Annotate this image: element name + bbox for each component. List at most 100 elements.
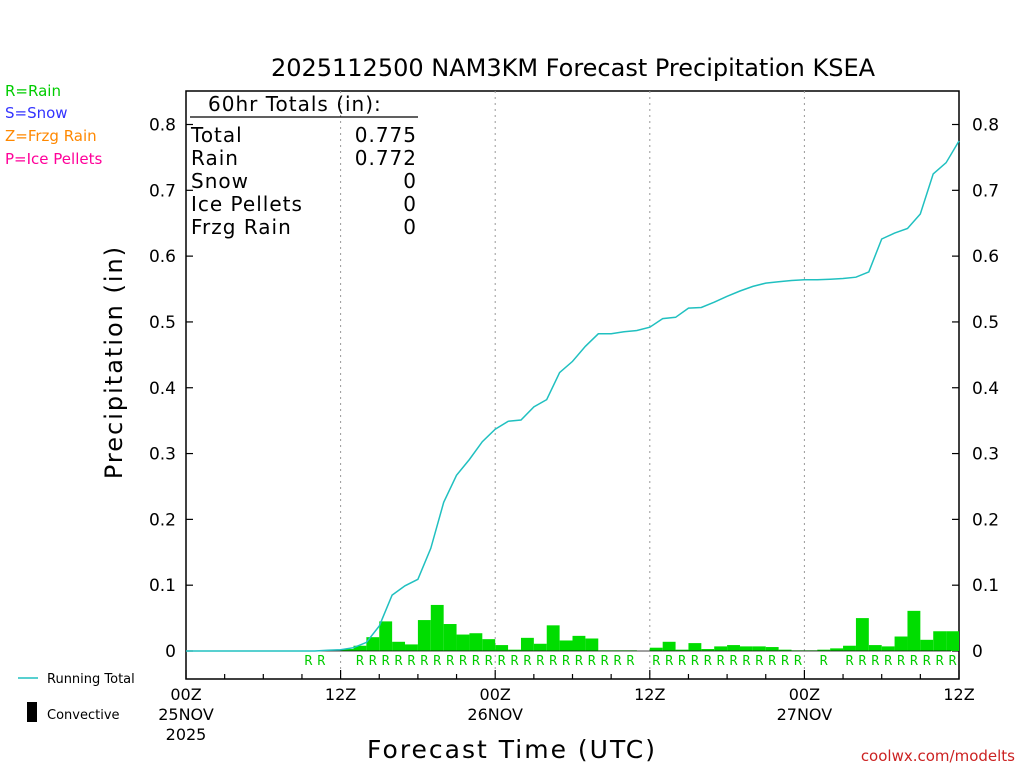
legend-ice-pellets: P=Ice Pellets [5,150,102,168]
y-tick-label-left: 0.2 [149,510,176,530]
totals-row-label: Snow [191,169,249,193]
x-tick-label: 12Z [943,685,974,704]
precip-bar [662,641,676,651]
precip-bar [443,624,457,651]
y-tick-label-right: 0.3 [972,445,999,465]
legend-frzg-rain: Z=Frzg Rain [5,127,97,145]
precip-bar [843,645,856,651]
precip-type-marker: R [356,654,364,669]
precip-bar [559,640,573,651]
totals-rows: Total 0.775 Rain 0.772 Snow 0 Ice Pellets 0 Frzg… [190,123,417,239]
precip-type-marker: R [446,654,454,669]
totals-row-value: 0 [403,169,417,193]
x-tick-date-label: 26NOV [467,705,523,724]
precip-bar [881,646,895,651]
precip-bar [572,635,586,651]
totals-row-value: 0 [403,192,417,216]
precip-bar [405,644,418,651]
precip-bar [379,621,393,651]
precip-bar [778,649,792,651]
y-tick-label-left: 0.7 [149,181,176,201]
totals-row-label: Rain [191,146,239,170]
precip-type-marker: R [678,654,686,669]
precip-type-marker: R [575,654,583,669]
totals-header: 60hr Totals (in): [208,92,382,116]
totals-row-label: Ice Pellets [191,192,303,216]
running-total-line [186,140,960,652]
y-tick-label-left: 0.3 [149,445,176,465]
precip-bar [765,647,779,651]
chart-title: 2025112500 NAM3KM Forecast Precipitation… [271,54,876,82]
precip-type-marker: R [420,654,428,669]
precip-bar [417,620,431,651]
precip-bar [830,648,844,651]
precip-bar [508,649,521,651]
precip-type-marker: R [871,654,879,669]
precip-type-marker: R [317,654,325,669]
precip-bar [456,634,470,651]
precip-type-marker: R [884,654,892,669]
precip-bar [340,649,354,651]
precip-type-marker: R [820,654,828,669]
precip-bar [469,633,483,651]
precip-bar [688,643,702,651]
precip-type-marker: R [472,654,480,669]
precip-bar [353,645,367,651]
y-tick-label-right: 0.6 [972,247,999,267]
precip-bar [546,625,560,651]
y-tick-label-left: 0 [165,642,176,662]
precip-type-marker: R [304,654,312,669]
y-tick-label-right: 0.5 [972,313,999,333]
precip-bar [739,646,753,651]
totals-box: 60hr Totals (in): Total 0.775 Rain 0.772 Sno… [190,92,418,239]
precip-type-marker: R [652,654,660,669]
precip-type-marker: R [846,654,854,669]
precip-bar [946,631,959,651]
precip-type-marker: R [511,654,519,669]
precip-type-marker: R [549,654,557,669]
legend-snow: S=Snow [5,104,68,122]
precip-bar [392,641,406,651]
precip-bar [533,643,547,651]
precip-bar [868,645,882,651]
precip-type-marker: R [768,654,776,669]
precip-bar [817,649,831,651]
precip-type-marker: R [923,654,931,669]
plot-frame [185,90,960,680]
precip-type-marker: R [936,654,944,669]
precip-type-marker: R [781,654,789,669]
precip-type-marker: R [433,654,441,669]
credit-text: coolwx.com/modelts [861,747,1015,765]
x-tick-label: 00Z [789,685,820,704]
precip-type-marker: R [755,654,763,669]
precip-bar [430,604,444,651]
precip-type-marker: R [614,654,622,669]
gridlines [340,91,805,679]
totals-row-value: 0 [403,215,417,239]
precip-bar [714,646,728,651]
precip-type-marker: R [730,654,738,669]
precip-bar [727,645,740,651]
x-tick-label: 12Z [634,685,665,704]
y-tick-label-right: 0.2 [972,510,999,530]
y-tick-label-right: 0.4 [972,379,999,399]
precip-bar [894,636,908,651]
precip-type-marker: R [794,654,802,669]
y-tick-label-right: 0.8 [972,116,999,136]
convective-legend-label: Convective [47,708,120,723]
precip-bar [907,610,921,651]
convective-legend-swatch [27,702,37,722]
y-tick-label-right: 0.7 [972,181,999,201]
precip-type-marker: R [485,654,493,669]
precip-type-marker: R [536,654,544,669]
precip-bar [701,649,715,651]
running-total-legend-label: Running Total [47,672,135,687]
precip-bar [933,631,947,651]
x-axis-label: Forecast Time (UTC) [367,735,657,764]
totals-row-value: 0.772 [355,146,417,170]
precip-bar [920,639,934,651]
precip-type-marker: R [459,654,467,669]
precip-bar [585,638,599,651]
